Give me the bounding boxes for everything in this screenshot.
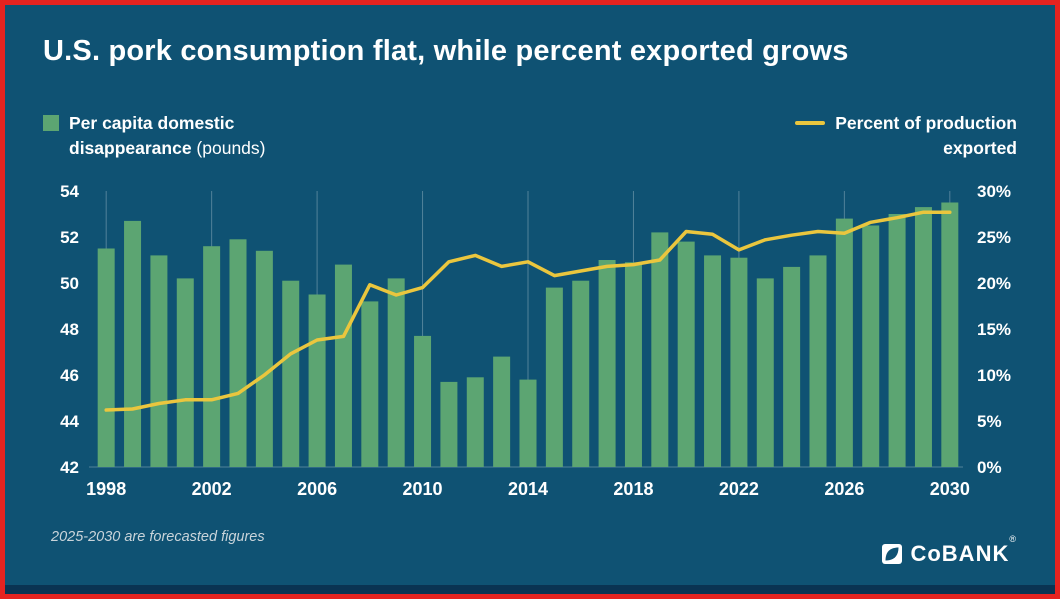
bar-2017 [598, 260, 616, 467]
left-tick-44: 44 [60, 412, 79, 431]
bar-2008 [361, 301, 379, 467]
legend: Per capita domestic disappearance (pound… [43, 111, 1017, 163]
bar-2019 [651, 232, 669, 467]
bar-2028 [888, 214, 906, 467]
bar-2016 [572, 280, 590, 467]
bar-2018 [624, 262, 642, 467]
cobank-logo: CoBANK® [881, 534, 1017, 567]
bar-2012 [466, 377, 484, 467]
line-swatch-icon [795, 121, 826, 125]
chart-title: U.S. pork consumption flat, while percen… [43, 35, 849, 67]
bar-2030 [941, 202, 959, 467]
left-tick-50: 50 [60, 274, 79, 293]
bar-2014 [519, 379, 537, 467]
x-tick-2026: 2026 [824, 479, 864, 499]
line-series [104, 210, 952, 412]
x-tick-1998: 1998 [86, 479, 126, 499]
x-tick-2018: 2018 [613, 479, 653, 499]
right-tick-30: 30% [977, 182, 1011, 201]
legend-bars-label: Per capita domestic disappearance (pound… [69, 111, 266, 162]
bar-2025 [809, 255, 827, 467]
x-tick-2022: 2022 [719, 479, 759, 499]
x-axis-labels: 1998 2002 2006 2010 2014 2018 2022 2026 2030 [86, 479, 970, 499]
bar-swatch-icon [43, 115, 59, 131]
legend-line-label: Percent of production exported [835, 111, 1017, 162]
bar-2009 [387, 278, 405, 467]
bar-series [97, 202, 959, 467]
legend-line-line1: Percent of production [835, 113, 1017, 133]
bar-2021 [704, 255, 722, 467]
left-tick-42: 42 [60, 458, 79, 477]
legend-line-line2: exported [943, 138, 1017, 159]
bar-2006 [308, 294, 326, 467]
legend-bars-line1: Per capita domestic [69, 113, 235, 133]
bar-2003 [229, 239, 247, 467]
left-tick-54: 54 [60, 182, 79, 201]
left-tick-46: 46 [60, 366, 79, 385]
x-tick-2010: 2010 [403, 479, 443, 499]
legend-item-bars: Per capita domestic disappearance (pound… [43, 111, 266, 162]
bar-2000 [150, 255, 168, 467]
right-tick-15: 15% [977, 320, 1011, 339]
bar-2004 [255, 250, 273, 467]
bar-2024 [783, 266, 801, 467]
bar-2015 [545, 287, 563, 467]
cobank-logo-icon [882, 544, 903, 564]
bar-2027 [862, 225, 880, 467]
bar-2020 [677, 241, 695, 467]
legend-item-line: Percent of production exported [795, 111, 1017, 162]
bar-2022 [730, 257, 748, 467]
right-axis-labels: 0% 5% 10% 15% 20% 25% 30% [977, 182, 1011, 477]
bottom-strip [5, 585, 1055, 594]
bar-2011 [440, 381, 458, 467]
bar-2001 [176, 278, 194, 467]
right-tick-20: 20% [977, 274, 1011, 293]
registered-mark: ® [1009, 534, 1017, 544]
footnote: 2025-2030 are forecasted figures [51, 529, 265, 545]
x-tick-2014: 2014 [508, 479, 548, 499]
bar-2029 [914, 207, 932, 467]
x-tick-2006: 2006 [297, 479, 337, 499]
right-tick-25: 25% [977, 228, 1011, 247]
bar-2026 [835, 218, 853, 467]
bar-2010 [414, 335, 432, 467]
bar-2007 [334, 264, 352, 467]
legend-bars-line2: disappearance [69, 138, 192, 159]
bar-2023 [756, 278, 774, 467]
x-tick-2030: 2030 [930, 479, 970, 499]
bar-1998 [97, 248, 115, 467]
left-tick-52: 52 [60, 228, 79, 247]
left-axis-labels: 42 44 46 48 50 52 54 [60, 182, 79, 477]
bar-1999 [124, 220, 142, 467]
right-tick-0: 0% [977, 458, 1002, 477]
bar-2002 [203, 246, 221, 467]
bar-2005 [282, 280, 300, 467]
chart-svg: 42 44 46 48 50 52 54 0% 5% 10% 15% 20% 25% 30% 1998 200… [60, 182, 1011, 499]
cobank-logo-text: CoBANK® [910, 534, 1017, 566]
x-tick-2002: 2002 [192, 479, 232, 499]
legend-bars-line2-unit: (pounds) [191, 138, 266, 159]
combo-chart: 42 44 46 48 50 52 54 0% 5% 10% 15% 20% 25% 30% 1998 200… [5, 163, 1055, 523]
right-tick-5: 5% [977, 412, 1002, 431]
right-tick-10: 10% [977, 366, 1011, 385]
bar-2013 [493, 356, 511, 467]
left-tick-48: 48 [60, 320, 79, 339]
